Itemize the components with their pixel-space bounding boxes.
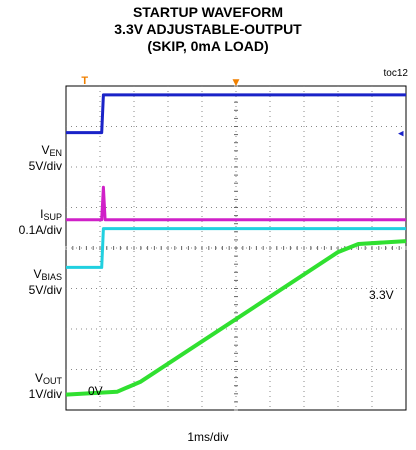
position-marker: ▼ [233, 78, 240, 88]
x-axis-label: 1ms/div [187, 430, 229, 444]
trigger-marker: T [81, 75, 88, 87]
trace-vout [65, 239, 407, 397]
level-marker: ◂ [398, 127, 404, 140]
chart-title-line-2: 3.3V ADJUSTABLE-OUTPUT [114, 21, 302, 37]
figure-id: toc12 [383, 68, 408, 79]
annotation-3v3: 3.3V [369, 288, 394, 302]
channel-label-ven: VEN 5V/div [28, 143, 62, 173]
channel-label-isup: ISUP 0.1A/div [18, 207, 62, 237]
trace-vbias [66, 227, 406, 269]
channel-label-vbias: VBIAS 5V/div [28, 267, 62, 297]
annotation-0v: 0V [88, 384, 103, 398]
chart-title-line-3: (SKIP, 0mA LOAD) [147, 38, 269, 54]
trace-isup [66, 185, 406, 222]
channel-label-vout: VOUT 1V/div [28, 371, 62, 401]
chart-title-line-1: STARTUP WAVEFORM [132, 4, 284, 20]
trace-ven [66, 93, 406, 135]
